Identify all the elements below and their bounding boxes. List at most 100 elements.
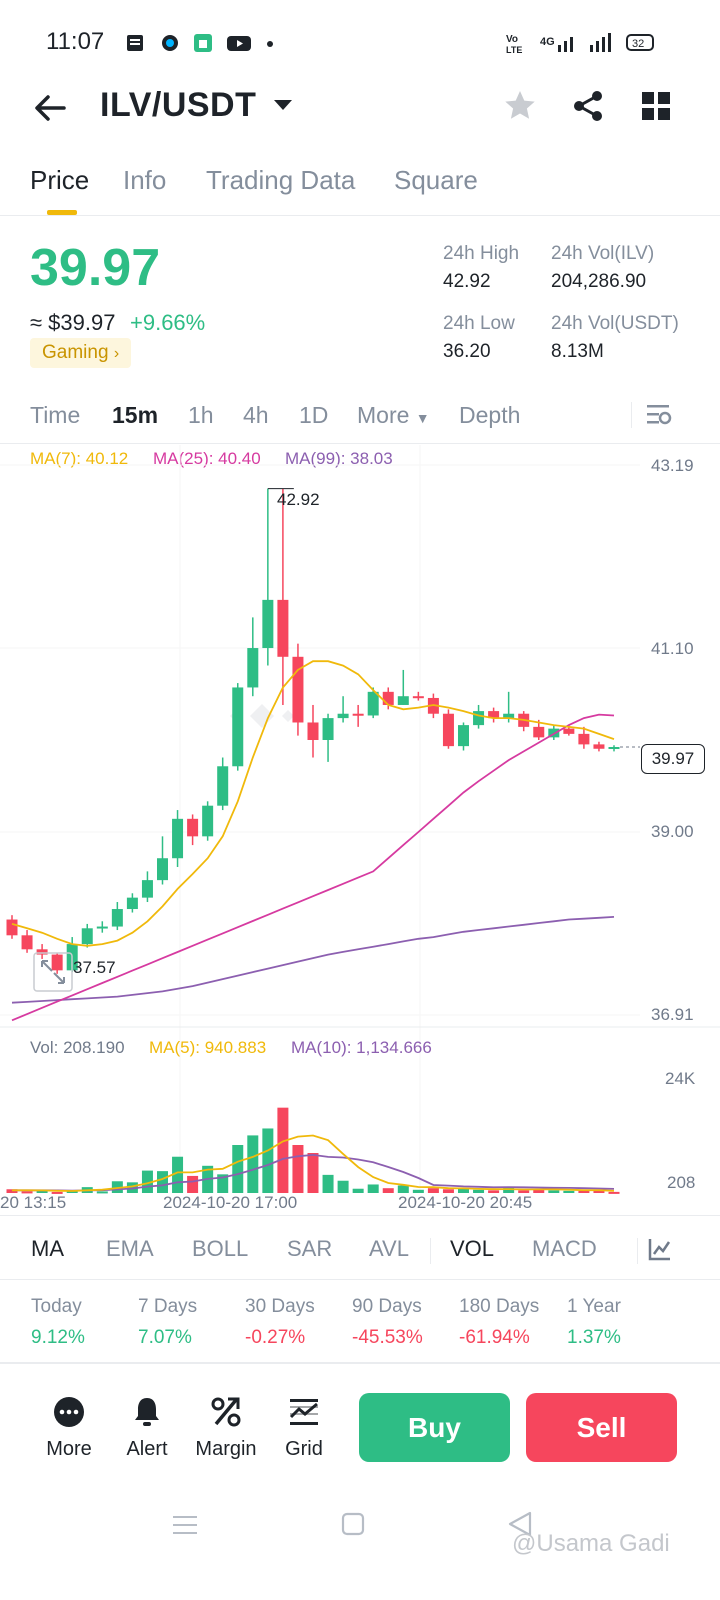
vol-ma10-line	[12, 1153, 615, 1192]
vol-label-bottom: 208	[667, 1173, 696, 1192]
vol-usdt-label: 24h Vol(USDT)	[551, 313, 679, 334]
widgets-grid-icon[interactable]	[638, 88, 674, 124]
volume-bar	[217, 1174, 229, 1193]
tab-trading-data[interactable]: Trading Data	[206, 165, 356, 195]
svg-text:LTE: LTE	[506, 45, 522, 55]
volume-bar	[172, 1156, 184, 1193]
alert-button[interactable]: Alert	[107, 1395, 187, 1461]
candle-body	[96, 926, 108, 929]
x-label-3: 2024-10-20 20:45	[398, 1193, 533, 1212]
chart-bottom-divider	[0, 1215, 720, 1216]
volume-bar	[21, 1191, 33, 1194]
perf-90d-label: 90 Days	[352, 1296, 422, 1317]
interval-more[interactable]: More ▼	[357, 402, 430, 429]
candle-body	[262, 599, 274, 649]
interval-15m[interactable]: 15m	[112, 402, 159, 428]
candle-body	[412, 696, 424, 699]
buy-button[interactable]: Buy	[359, 1393, 510, 1462]
status-bar: 11:07 Vo LTE 4G 32	[0, 0, 720, 80]
vol-ma5-legend: MA(5): 940.883	[149, 1038, 267, 1057]
candle-body	[533, 726, 545, 738]
pair-dropdown-caret-icon[interactable]	[274, 100, 292, 110]
high-value: 42.92	[443, 271, 491, 292]
more-caret-icon: ▼	[415, 410, 430, 426]
category-tag[interactable]: Gaming ›	[30, 338, 132, 368]
indicator-avl[interactable]: AVL	[369, 1236, 409, 1261]
candle-body	[36, 949, 48, 955]
notification-dot-icon	[267, 41, 273, 47]
indicator-boll[interactable]: BOLL	[192, 1236, 249, 1261]
interval-4h[interactable]: 4h	[243, 402, 269, 428]
tab-square[interactable]: Square	[394, 165, 478, 195]
pair-title[interactable]: ILV/USDT	[100, 86, 257, 124]
perf-today-label: Today	[31, 1296, 82, 1317]
interval-time[interactable]: Time	[30, 402, 81, 428]
perf-90d-value: -45.53%	[352, 1327, 423, 1348]
interval-depth[interactable]: Depth	[459, 402, 521, 428]
back-arrow-icon[interactable]	[30, 88, 70, 128]
interval-1h[interactable]: 1h	[188, 402, 214, 428]
ma7-legend: MA(7): 40.12	[30, 449, 129, 468]
svg-text:Vo: Vo	[506, 34, 518, 45]
more-button[interactable]: More	[29, 1395, 109, 1461]
volume-bar	[187, 1175, 199, 1193]
tabs-divider	[0, 215, 720, 216]
tab-info[interactable]: Info	[123, 165, 167, 195]
vol-label-top: 24K	[665, 1069, 696, 1088]
volume-bar	[367, 1184, 379, 1193]
indicator-settings-icon[interactable]	[647, 1236, 673, 1262]
interval-1d[interactable]: 1D	[299, 402, 329, 428]
candle-body	[21, 935, 33, 950]
candle-body	[172, 818, 184, 859]
candlestick-chart[interactable]	[0, 445, 720, 1220]
expand-chart-icon[interactable]	[33, 952, 73, 992]
low-marker-label: 37.57	[73, 958, 116, 977]
chevron-right-icon: ›	[113, 345, 120, 362]
candle-body	[6, 919, 18, 936]
ma99-line	[11, 916, 615, 1004]
candle-body	[578, 733, 590, 745]
volume-bar	[458, 1188, 469, 1193]
volume-bar	[322, 1174, 334, 1193]
system-back-icon[interactable]	[506, 1510, 534, 1538]
volume-bar	[51, 1191, 63, 1194]
volume-bar	[608, 1191, 620, 1194]
indicator-sar[interactable]: SAR	[287, 1236, 333, 1261]
x-label-1: 20 13:15	[0, 1193, 67, 1212]
favorite-star-icon[interactable]	[502, 88, 538, 124]
candle-body	[458, 725, 469, 747]
volume-bar	[36, 1190, 48, 1193]
x-label-2: 2024-10-20 17:00	[163, 1193, 298, 1212]
indicator-divider	[430, 1238, 431, 1264]
volume-bar	[262, 1128, 274, 1193]
svg-text:4G: 4G	[540, 36, 555, 48]
perf-7d-value: 7.07%	[138, 1327, 192, 1348]
interval-more-label: More	[357, 402, 410, 428]
alert-label: Alert	[126, 1438, 168, 1460]
recent-apps-icon[interactable]	[172, 1512, 198, 1538]
perf-1y-value: 1.37%	[567, 1327, 621, 1348]
low-value: 36.20	[443, 341, 491, 362]
home-icon[interactable]	[341, 1512, 365, 1536]
grid-button[interactable]: Grid	[264, 1395, 344, 1461]
indicator-vol[interactable]: VOL	[450, 1236, 495, 1261]
volume-bar	[247, 1135, 259, 1193]
volume-bar	[337, 1180, 349, 1193]
indicator-ema[interactable]: EMA	[106, 1236, 154, 1261]
volume-bar	[397, 1185, 409, 1193]
share-icon[interactable]	[570, 88, 606, 124]
chart-settings-icon[interactable]	[645, 402, 673, 428]
high-marker-label: 42.92	[277, 490, 320, 509]
candle-body	[111, 909, 123, 927]
current-price-tag: 39.97	[641, 744, 705, 774]
perf-30d-label: 30 Days	[245, 1296, 315, 1317]
volume-bar	[307, 1153, 319, 1193]
indicator-ma[interactable]: MA	[31, 1236, 64, 1261]
indicator-macd[interactable]: MACD	[532, 1236, 597, 1261]
volume-bar	[442, 1189, 454, 1193]
margin-button[interactable]: Margin	[186, 1395, 266, 1461]
sell-button[interactable]: Sell	[526, 1393, 677, 1462]
candle-body	[397, 696, 409, 705]
tab-price[interactable]: Price	[30, 165, 90, 195]
performance-bottom-divider	[0, 1362, 720, 1364]
